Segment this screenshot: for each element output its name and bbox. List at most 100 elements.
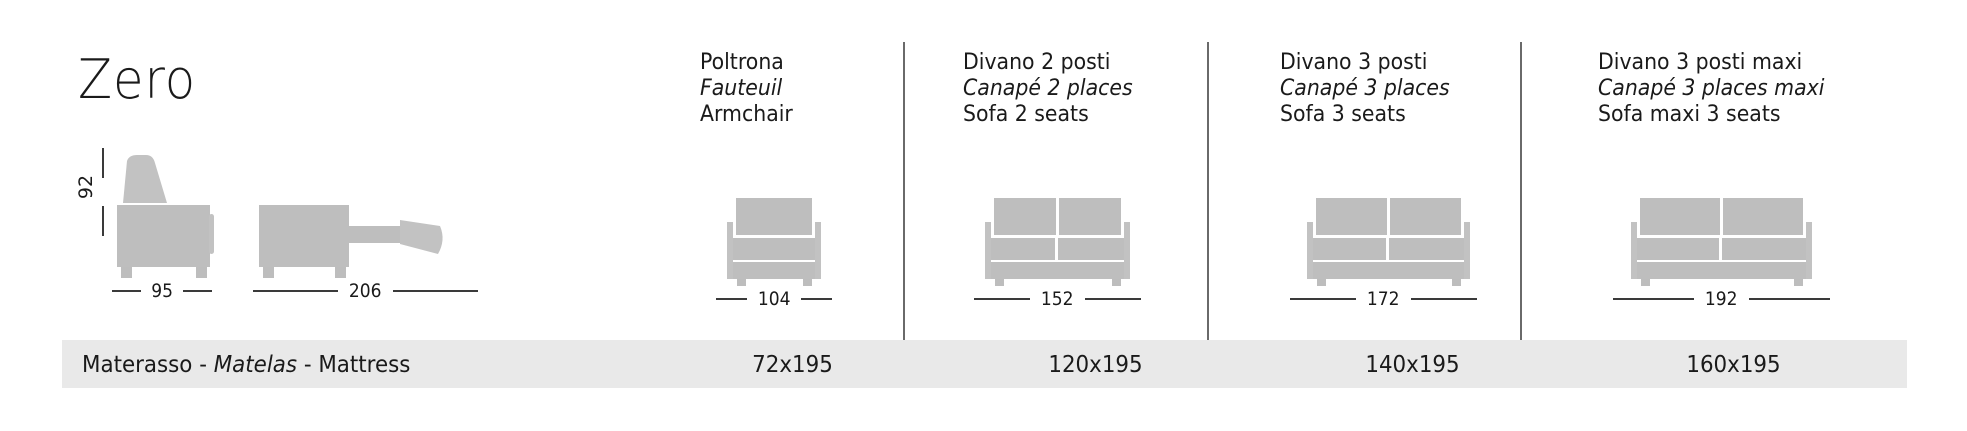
column-header-armchair: Poltrona Fauteuil Armchair bbox=[700, 50, 793, 128]
base-block bbox=[1637, 262, 1806, 279]
seat-body bbox=[117, 205, 210, 267]
arm-right bbox=[1806, 222, 1812, 279]
open-foot-right bbox=[335, 267, 346, 278]
width-value: 152 bbox=[1041, 288, 1074, 310]
arm-left bbox=[1631, 222, 1637, 279]
header-en: Sofa 2 seats bbox=[963, 102, 1089, 127]
width-dimension-sofa-3-maxi: 192 bbox=[1613, 288, 1831, 310]
column-header-sofa-2: Divano 2 posti Canapé 2 places Sofa 2 se… bbox=[963, 50, 1133, 128]
backrest-cushion-1 bbox=[994, 198, 1056, 235]
dim-line-left bbox=[112, 290, 141, 292]
header-it: Poltrona bbox=[700, 50, 784, 75]
dim-line-left bbox=[1290, 298, 1357, 300]
header-fr: Canapé 3 places maxi bbox=[1598, 76, 1825, 101]
dim-line-right bbox=[1084, 298, 1142, 300]
dim-line-right bbox=[801, 298, 833, 300]
arm-rail bbox=[209, 214, 214, 254]
header-en: Armchair bbox=[700, 102, 793, 127]
foot-left bbox=[737, 279, 746, 286]
open-seat-body bbox=[259, 205, 349, 267]
dim-line-left bbox=[253, 290, 339, 292]
page-title: Zero bbox=[78, 48, 197, 111]
arm-left bbox=[985, 222, 991, 279]
mattress-label-en: Mattress bbox=[318, 352, 411, 378]
open-depth-dimension: 206 bbox=[253, 280, 479, 302]
header-en: Sofa 3 seats bbox=[1280, 102, 1406, 127]
foot-left bbox=[1641, 279, 1650, 286]
mattress-label-fr: Matelas bbox=[213, 352, 298, 378]
arm-right bbox=[1464, 222, 1470, 279]
header-fr: Canapé 3 places bbox=[1280, 76, 1450, 101]
foot-right bbox=[196, 267, 207, 278]
dim-line-right bbox=[1410, 298, 1478, 300]
header-fr: Canapé 2 places bbox=[963, 76, 1133, 101]
seat-cushion-2 bbox=[1058, 238, 1124, 260]
mattress-size-sofa-3-maxi: 160x195 bbox=[1686, 352, 1781, 378]
open-depth-value: 206 bbox=[349, 280, 382, 302]
seat-cushion bbox=[733, 238, 815, 260]
header-it: Divano 3 posti maxi bbox=[1598, 50, 1803, 75]
mattress-sep-2: - bbox=[297, 352, 319, 378]
backrest-cushion-2 bbox=[1390, 198, 1461, 235]
width-dimension-sofa-2: 152 bbox=[974, 288, 1142, 310]
seat-cushion-2 bbox=[1389, 238, 1464, 260]
seat-cushion-2 bbox=[1722, 238, 1806, 260]
header-fr: Fauteuil bbox=[700, 76, 783, 101]
foot-right bbox=[803, 279, 812, 286]
header-it: Divano 3 posti bbox=[1280, 50, 1428, 75]
dim-tick-top bbox=[102, 148, 104, 178]
height-dimension: 92 bbox=[75, 148, 120, 236]
mattress-row-label: Materasso - Matelas - Mattress bbox=[82, 352, 410, 378]
seat-cushion-1 bbox=[1637, 238, 1719, 260]
mattress-size-sofa-3: 140x195 bbox=[1365, 352, 1460, 378]
arm-right bbox=[815, 222, 821, 279]
foot-right bbox=[1794, 279, 1803, 286]
header-en: Sofa maxi 3 seats bbox=[1598, 102, 1781, 127]
mattress-sep-1: - bbox=[192, 352, 214, 378]
mattress-size-sofa-2: 120x195 bbox=[1048, 352, 1143, 378]
base-block bbox=[991, 262, 1124, 279]
backrest-cushion-1 bbox=[1316, 198, 1387, 235]
width-value: 104 bbox=[757, 288, 791, 310]
arm-left bbox=[1307, 222, 1313, 279]
backrest-cushion-2 bbox=[1059, 198, 1121, 235]
open-foot-panel bbox=[400, 220, 443, 254]
open-mattress-extension bbox=[348, 226, 404, 243]
width-value: 192 bbox=[1705, 288, 1738, 310]
seat-cushion-1 bbox=[1313, 238, 1386, 260]
foot-left bbox=[1317, 279, 1326, 286]
column-divider-3 bbox=[1520, 42, 1522, 340]
mattress-label-it: Materasso bbox=[82, 352, 193, 378]
backrest-cushion-1 bbox=[1640, 198, 1720, 235]
dim-line-right bbox=[392, 290, 479, 292]
dim-line-right bbox=[183, 290, 212, 292]
column-header-sofa-3: Divano 3 posti Canapé 3 places Sofa 3 se… bbox=[1280, 50, 1450, 128]
foot-left bbox=[121, 267, 132, 278]
width-value: 172 bbox=[1367, 288, 1400, 310]
closed-depth-dimension: 95 bbox=[112, 280, 212, 302]
dim-tick-bottom bbox=[102, 206, 104, 236]
backrest-cushion bbox=[736, 198, 812, 235]
column-divider-1 bbox=[903, 42, 905, 340]
seat-cushion-1 bbox=[991, 238, 1055, 260]
dim-line-right bbox=[1748, 298, 1831, 300]
width-dimension-sofa-3: 172 bbox=[1290, 288, 1478, 310]
arm-right bbox=[1124, 222, 1130, 279]
foot-right bbox=[1112, 279, 1121, 286]
base-block bbox=[733, 262, 815, 279]
column-header-sofa-3-maxi: Divano 3 posti maxi Canapé 3 places maxi… bbox=[1598, 50, 1824, 128]
height-value: 92 bbox=[75, 174, 98, 200]
dim-line-left bbox=[974, 298, 1031, 300]
dim-line-left bbox=[716, 298, 747, 300]
column-divider-2 bbox=[1207, 42, 1209, 340]
mattress-size-armchair: 72x195 bbox=[752, 352, 833, 378]
closed-depth-value: 95 bbox=[151, 280, 173, 302]
open-foot-left bbox=[263, 267, 274, 278]
base-block bbox=[1313, 262, 1464, 279]
foot-right bbox=[1452, 279, 1461, 286]
foot-left bbox=[995, 279, 1004, 286]
backrest-shape bbox=[123, 155, 167, 203]
backrest-cushion-2 bbox=[1723, 198, 1803, 235]
arm-left bbox=[727, 222, 733, 279]
